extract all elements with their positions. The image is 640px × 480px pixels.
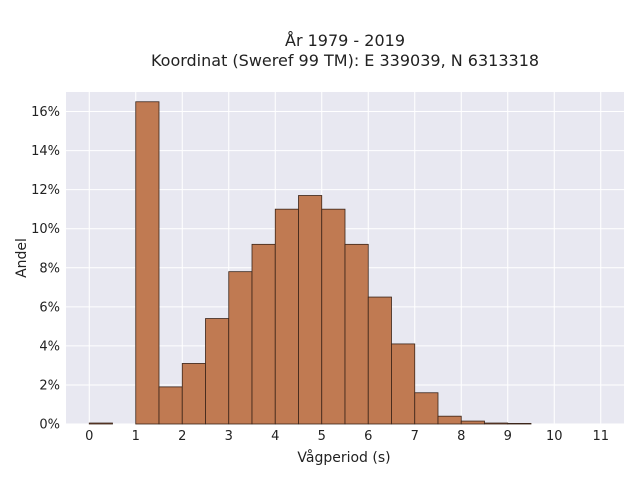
histogram-bar-3	[181, 363, 206, 425]
x-axis-label: Vågperiod (s)	[297, 449, 390, 466]
y-axis-label: Andel	[14, 238, 30, 278]
histogram-bar-17	[507, 423, 532, 425]
histogram-bar-6	[251, 243, 276, 425]
x-tick-labels: 0 1 2 3 4 5 6 7 8 9 10 11	[85, 429, 609, 444]
x-tick-label-10: 10	[546, 429, 563, 444]
histogram-bar-8	[298, 195, 323, 425]
chart-title-line-2: Koordinat (Sweref 99 TM): E 339039, N 63…	[151, 51, 539, 70]
histogram-bar-2	[158, 386, 183, 425]
histogram-bar-5	[228, 271, 253, 425]
histogram-bar-10	[344, 243, 369, 425]
x-tick-label-6: 6	[364, 429, 372, 444]
y-tick-label-1: 2%	[39, 378, 60, 393]
x-tick-label-11: 11	[592, 429, 609, 444]
bars	[88, 101, 532, 425]
y-tick-label-8: 16%	[31, 105, 60, 120]
y-tick-label-5: 10%	[31, 222, 60, 237]
histogram-bar-9	[321, 208, 346, 425]
y-tick-label-0: 0%	[39, 418, 60, 433]
x-tick-label-8: 8	[457, 429, 465, 444]
histogram-bar-0	[88, 422, 113, 425]
x-tick-label-3: 3	[225, 429, 233, 444]
x-tick-label-1: 1	[132, 429, 140, 444]
x-tick-label-5: 5	[318, 429, 326, 444]
x-tick-label-7: 7	[411, 429, 419, 444]
histogram-bar-12	[391, 343, 416, 425]
y-tick-label-4: 8%	[39, 261, 60, 276]
histogram-bar-4	[205, 318, 230, 425]
y-tick-label-3: 6%	[39, 300, 60, 315]
x-tick-label-4: 4	[271, 429, 279, 444]
y-tick-label-2: 4%	[39, 339, 60, 354]
x-tick-label-0: 0	[85, 429, 93, 444]
chart-title-line-1: År 1979 - 2019	[285, 31, 405, 50]
histogram-bar-16	[484, 422, 509, 425]
histogram-bar-11	[367, 296, 392, 425]
x-tick-label-9: 9	[504, 429, 512, 444]
histogram-bar-13	[414, 392, 439, 425]
histogram-bar-14	[437, 415, 462, 425]
y-tick-label-6: 12%	[31, 183, 60, 198]
histogram-bar-1	[135, 101, 160, 425]
y-tick-labels: 0% 2% 4% 6% 8% 10% 12% 14% 16%	[31, 105, 60, 432]
histogram-bar-7	[274, 208, 299, 425]
histogram-bar-15	[460, 420, 485, 425]
x-tick-label-2: 2	[178, 429, 186, 444]
y-tick-label-7: 14%	[31, 144, 60, 159]
